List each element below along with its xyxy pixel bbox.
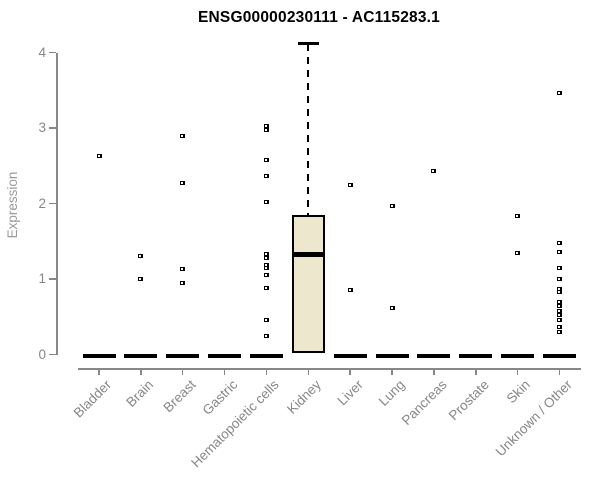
y-tick-label: 0 xyxy=(38,346,46,362)
outlier-point xyxy=(557,277,563,281)
median-bar xyxy=(501,353,535,358)
outlier-point xyxy=(138,277,144,281)
x-category-label: Liver xyxy=(334,377,366,409)
y-tick xyxy=(49,127,56,129)
y-tick-label: 2 xyxy=(38,195,46,211)
outlier-point xyxy=(389,306,395,311)
median-bar xyxy=(82,353,116,358)
box xyxy=(291,214,325,354)
x-tick xyxy=(307,368,310,375)
outlier-point xyxy=(389,203,395,208)
x-category-label: Pancreas xyxy=(398,377,450,428)
x-category-label: Bladder xyxy=(71,377,115,421)
x-tick xyxy=(558,368,561,375)
median-bar xyxy=(249,353,283,358)
median-bar xyxy=(166,353,200,358)
outlier-point xyxy=(263,334,269,339)
x-tick xyxy=(265,368,268,375)
outlier-point xyxy=(180,267,186,272)
x-tick xyxy=(181,368,184,375)
median-line xyxy=(291,252,325,258)
outlier-point xyxy=(557,329,563,334)
outlier-point xyxy=(180,134,186,139)
outlier-point xyxy=(263,262,269,267)
y-tick-label: 4 xyxy=(38,44,46,60)
x-category-label: Lung xyxy=(375,377,408,409)
outlier-point xyxy=(557,249,563,254)
median-bar xyxy=(543,353,577,358)
outlier-point xyxy=(263,123,269,128)
x-tick xyxy=(223,368,226,375)
outlier-point xyxy=(557,317,563,322)
outlier-point xyxy=(263,286,269,291)
x-category-label: Prostate xyxy=(445,377,492,424)
outlier-point xyxy=(263,157,269,162)
chart-title: ENSG00000230111 - AC115283.1 xyxy=(197,9,441,26)
outlier-point xyxy=(557,304,563,309)
median-bar xyxy=(124,353,158,358)
y-axis-line xyxy=(56,52,58,355)
x-category-label: Brain xyxy=(123,377,157,410)
x-axis-line xyxy=(78,368,581,370)
x-tick xyxy=(98,368,100,375)
outlier-point xyxy=(515,214,521,219)
y-tick xyxy=(49,353,56,356)
y-tick xyxy=(49,202,56,205)
x-tick xyxy=(140,368,142,375)
x-category-label: Gastric xyxy=(199,377,241,418)
outlier-point xyxy=(557,240,563,245)
outlier-point xyxy=(431,169,437,174)
outlier-point xyxy=(96,153,102,158)
y-tick xyxy=(49,51,56,54)
x-tick xyxy=(349,368,351,375)
y-tick-label: 3 xyxy=(38,120,46,135)
outlier-point xyxy=(180,181,186,186)
outlier-point xyxy=(515,251,521,256)
outlier-point xyxy=(347,183,353,188)
outlier-point xyxy=(263,317,269,322)
x-category-label: Breast xyxy=(160,377,199,416)
outlier-point xyxy=(263,265,269,270)
x-tick xyxy=(516,368,519,375)
outlier-point xyxy=(263,128,269,133)
x-tick xyxy=(433,368,435,375)
outlier-point xyxy=(263,255,269,260)
median-bar xyxy=(459,353,493,358)
outlier-point xyxy=(557,324,563,329)
x-tick xyxy=(475,368,477,375)
outlier-point xyxy=(557,313,563,318)
outlier-point xyxy=(557,90,563,95)
median-bar xyxy=(333,353,367,358)
x-category-label: Unknown / Other xyxy=(492,377,576,460)
outlier-point xyxy=(263,273,269,278)
outlier-point xyxy=(263,199,269,204)
x-category-label: Skin xyxy=(504,377,534,407)
median-bar xyxy=(417,353,451,358)
outlier-point xyxy=(180,280,186,285)
median-bar xyxy=(375,353,409,358)
y-tick xyxy=(49,278,56,280)
median-bar xyxy=(208,353,242,358)
x-category-label: Kidney xyxy=(284,377,324,417)
outlier-point xyxy=(557,289,563,294)
outlier-point xyxy=(347,288,353,293)
outlier-point xyxy=(557,286,563,291)
outlier-point xyxy=(138,254,144,259)
outlier-point xyxy=(557,266,563,271)
y-tick-label: 1 xyxy=(38,271,46,286)
x-tick xyxy=(391,368,393,375)
outlier-point xyxy=(263,173,269,178)
outlier-point xyxy=(263,252,269,257)
whisker xyxy=(307,44,310,215)
outlier-point xyxy=(557,308,563,313)
outlier-point xyxy=(557,299,563,304)
whisker-cap xyxy=(297,42,319,45)
